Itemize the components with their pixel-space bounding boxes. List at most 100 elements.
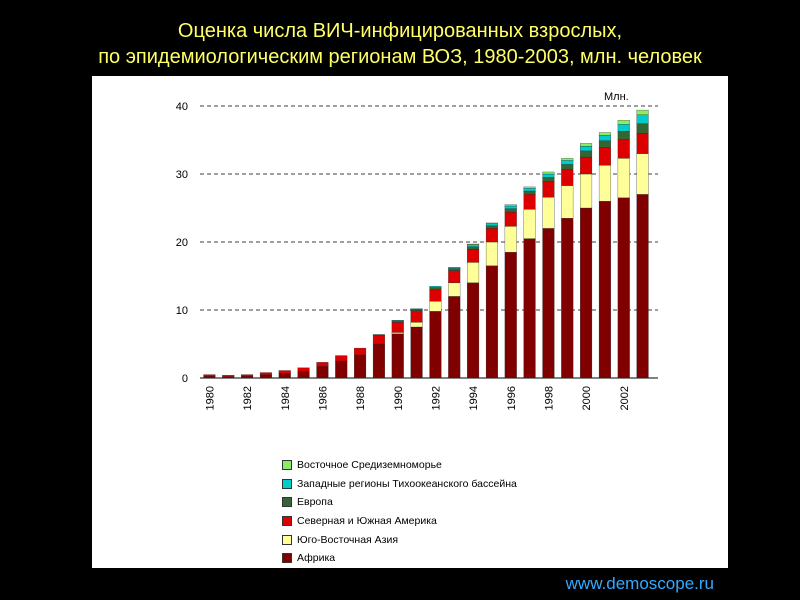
bar-segment [598, 140, 611, 148]
legend-swatch [282, 534, 292, 545]
bar-segment [354, 347, 367, 356]
bar-segment [523, 190, 536, 195]
bar-segment [429, 311, 442, 379]
bar-segment [504, 204, 517, 207]
bar-segment [523, 209, 536, 239]
bar-segment [542, 171, 555, 175]
bar-segment [372, 334, 385, 336]
bar-segment [222, 375, 235, 377]
bar-segment [467, 282, 480, 379]
bar-segment [504, 211, 517, 227]
bar-segment [485, 228, 498, 243]
legend-swatch [282, 553, 292, 564]
x-tick-label: 1982 [242, 386, 254, 410]
legend-label: Африка [297, 552, 336, 565]
bar-segment [391, 320, 404, 323]
bar-segment [297, 371, 310, 379]
bar-segment [617, 120, 630, 125]
bar-segment [467, 262, 480, 283]
bar-segment [580, 145, 593, 152]
bar-segment [410, 326, 423, 379]
bar-segment [278, 373, 291, 379]
bar-segment [467, 243, 480, 245]
y-tick-label: 20 [176, 237, 188, 249]
bar-segment [222, 376, 235, 379]
bar-segment [391, 322, 404, 333]
title-line-2: по эпидемиологическим регионам ВОЗ, 1980… [98, 46, 702, 68]
bar-segment [598, 135, 611, 141]
bar-segment [448, 270, 461, 283]
bar-segment [278, 370, 291, 374]
bar-segment [504, 208, 517, 213]
bar-segment [372, 343, 385, 379]
y-tick-label: 10 [176, 305, 188, 317]
bar-segment [410, 309, 423, 311]
y-tick-label: 30 [176, 169, 188, 181]
bar-segment [617, 124, 630, 132]
bar-segment [354, 354, 367, 379]
bar-segment [580, 150, 593, 158]
bar-segment [636, 114, 649, 124]
bar-segment [410, 310, 423, 323]
bar-segment [580, 156, 593, 175]
chart-panel: 0 10 20 30 40 Млн. 1980 1982 1984 1986 1988 1990 199… [92, 76, 728, 568]
bar-segment [429, 289, 442, 302]
bar-segment [203, 375, 216, 379]
bar-segment [523, 188, 536, 192]
legend-item: Западные регионы Тихоокеанского бассейна [282, 475, 517, 494]
bar-segment [485, 225, 498, 229]
x-tick-label: 1988 [355, 386, 367, 410]
bar-segment [467, 244, 480, 247]
bar-segment [391, 332, 404, 334]
slide-title: Оценка числа ВИЧ-инфицированных взрослых… [0, 18, 800, 70]
legend-label: Северная и Южная Америка [297, 515, 437, 528]
source-link[interactable]: www.demoscope.ru [565, 574, 714, 593]
bar-segment [241, 374, 254, 377]
bar-segment [429, 301, 442, 312]
bar-segment [542, 228, 555, 379]
bar-segment [523, 194, 536, 210]
bar-segment [485, 223, 498, 226]
bar-segment [448, 282, 461, 297]
bar-segment [617, 197, 630, 379]
x-tick-label: 1992 [430, 386, 442, 410]
bar-segment [316, 366, 329, 379]
legend-label: Европа [297, 496, 333, 509]
y-tick-label: 40 [176, 101, 188, 113]
bar-segment [335, 355, 348, 362]
bar-segment [297, 367, 310, 372]
bar-segment [542, 173, 555, 178]
bar-segment [485, 241, 498, 266]
bar-segment [504, 226, 517, 253]
bar-segment [391, 320, 404, 322]
bar-segment [617, 139, 630, 159]
bar-segment [335, 360, 348, 379]
bar-segment [542, 177, 555, 182]
bar-segment [410, 322, 423, 328]
bar-segment [598, 201, 611, 379]
bar-segment [523, 186, 536, 189]
x-tick-label: 1998 [543, 386, 555, 410]
bar-segment [636, 133, 649, 154]
bar-segment [448, 268, 461, 271]
bar-segment [504, 205, 517, 209]
legend-label: Юго-Восточная Азия [297, 533, 399, 546]
bar-segment [429, 286, 442, 288]
bar-segment [504, 252, 517, 379]
bar-segment [448, 267, 461, 269]
bar-segment [203, 374, 216, 377]
unit-label: Млн. [604, 91, 629, 103]
legend-item: Европа [282, 493, 517, 512]
bar-segment [448, 296, 461, 379]
stacked-bar-chart: 0 10 20 30 40 Млн. 1980 1982 1984 1986 1988 1990 199… [176, 91, 658, 410]
x-tick-label: 1980 [204, 386, 216, 410]
legend-label: Восточное Средиземноморье [297, 459, 442, 472]
title-line-1: Оценка числа ВИЧ-инфицированных взрослых… [177, 20, 623, 42]
bar-segment [259, 372, 272, 375]
x-tick-label: 1996 [506, 386, 518, 410]
chart-legend: Восточное Средиземноморье Западные регион… [282, 456, 517, 568]
x-tick-label: 1994 [468, 386, 480, 410]
legend-swatch [282, 497, 292, 508]
legend-item: Юго-Восточная Азия [282, 530, 517, 549]
legend-label: Западные регионы Тихоокеанского бассейна [297, 477, 517, 490]
